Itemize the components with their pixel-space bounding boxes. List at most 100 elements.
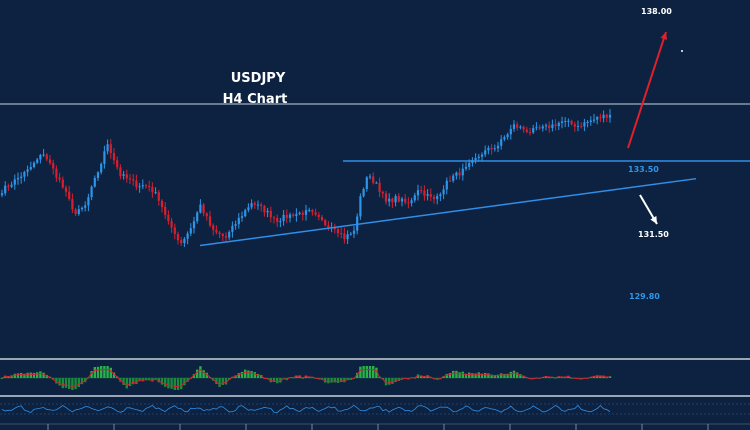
candle [189,223,192,237]
candle [458,167,461,180]
candle [506,132,509,140]
candle [180,237,183,247]
candle [397,193,400,203]
candle-body [272,217,276,219]
candle [244,208,247,218]
histogram-bar [164,378,167,387]
histogram-bar [490,374,493,378]
candle-body [7,185,10,187]
candle-body [436,195,439,200]
histogram-bar [80,378,84,385]
histogram-bar [324,378,327,383]
histogram-bar [256,373,260,378]
candle-body [420,190,423,192]
candle-body [551,124,554,129]
candle [279,218,282,228]
candle [74,207,77,217]
candle [375,181,378,184]
candle-body [336,229,340,234]
histogram-bar [455,370,458,378]
candle [608,109,612,123]
candle [157,190,160,206]
candle [282,210,285,226]
candle [256,200,260,210]
candle-body [368,176,372,178]
candle-body [432,196,436,200]
candle [173,223,176,240]
candle-body [45,154,48,160]
candle-body [410,200,413,204]
candle [509,124,512,140]
support-trendline [199,177,697,247]
candle-body [314,212,317,215]
candle-body [52,163,55,169]
time-axis [0,423,750,430]
histogram-bar [253,372,256,378]
candle-body [359,196,362,217]
candle [269,206,272,223]
histogram-bar [487,373,490,378]
candle-body [164,206,167,215]
candle [564,117,567,128]
histogram-bar [42,372,45,378]
candle-body [285,214,288,218]
candle-body [324,220,327,226]
candle [439,192,442,202]
candle [317,212,320,221]
candle [52,159,55,175]
candle-body [596,117,599,120]
trendlines [199,177,697,247]
candle [455,171,458,180]
candle-body [199,204,202,213]
candle [116,156,119,170]
histogram-bar [365,366,368,378]
histogram-bar [471,373,474,378]
candle-body [308,209,311,211]
candle-body [183,238,186,244]
candle-body [32,162,36,168]
histogram-bar [477,372,480,378]
target-label-138: 138.00 [641,7,672,16]
candle [141,179,144,190]
histogram-bar [183,378,186,386]
candle-body [506,134,509,138]
candle-body [602,114,605,119]
candle [103,145,106,169]
histogram-bar [333,378,336,383]
candle [468,159,471,171]
candle [298,211,301,216]
candle-body [413,195,416,201]
candle [522,125,525,133]
candle-body [365,177,368,189]
candle-body [202,204,205,214]
candle [525,126,528,134]
candle-body [87,197,90,206]
candle-body [148,186,151,188]
candle [586,120,589,128]
candle [308,207,311,213]
candle [346,230,349,245]
candle-body [416,190,420,196]
histogram-bar [391,378,394,384]
histogram-indicator [0,366,612,390]
histogram-bar [269,378,272,383]
candle-body [480,154,484,157]
candle [80,206,84,212]
histogram-bar [474,373,477,378]
candle [532,124,535,135]
candle [429,188,432,202]
candle-body [228,231,231,238]
histogram-bar [394,378,397,383]
chart-subtitle: H4 Chart [223,92,288,107]
candle-body [234,224,237,226]
candle [276,214,279,227]
candle-body [10,184,13,187]
candle [432,194,436,204]
histogram-bar [237,373,240,378]
candle-body [471,160,474,164]
histogram-bar [151,378,154,382]
candle [452,173,455,183]
histogram-bar [36,372,39,378]
histogram-bar [240,371,244,378]
candle [4,181,7,196]
